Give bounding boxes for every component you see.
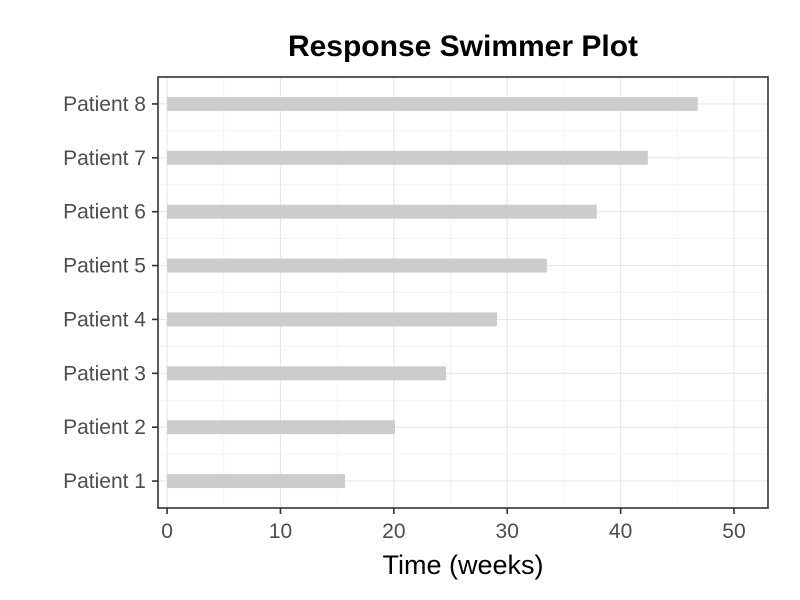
y-axis: Patient 1 Patient 2 Patient 3 Patient 4 Pati… [63,93,158,493]
y-tick-label: Patient 4 [63,308,146,331]
x-tick-label: 50 [722,520,745,543]
x-axis-title: Time (weeks) [382,550,543,580]
chart-title: Response Swimmer Plot [288,30,638,63]
x-tick-label: 20 [382,520,405,543]
y-tick-label: Patient 2 [63,416,146,439]
x-tick-label: 10 [269,520,292,543]
y-tick-label: Patient 5 [63,255,146,278]
plot-panel-border [157,76,769,509]
bar-patient-6 [167,204,597,219]
y-tick-label: Patient 6 [63,201,146,224]
bar-patient-1 [167,474,346,489]
y-tick-label: Patient 1 [63,470,146,493]
y-tick-label: Patient 3 [63,362,146,385]
bar-patient-4 [167,312,498,327]
bar-patient-3 [167,366,446,381]
x-tick-label: 30 [496,520,519,543]
bar-patient-5 [167,258,547,273]
y-tick-label: Patient 7 [63,147,146,170]
bar-patient-8 [167,96,698,111]
bar-layer [167,96,698,489]
bar-patient-7 [167,150,648,165]
grid-layer [158,77,768,508]
x-tick-label: 0 [161,520,173,543]
bar-patient-2 [167,420,395,435]
x-tick-label: 40 [609,520,632,543]
y-tick-label: Patient 8 [63,93,146,116]
x-axis: 0 10 20 30 40 50 [161,508,746,543]
